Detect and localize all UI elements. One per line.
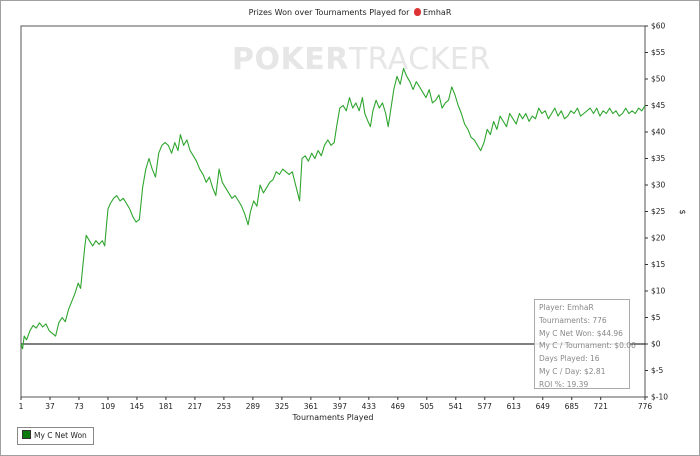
x-tick-label: 505 [420,402,435,411]
x-tick-label: 109 [101,402,116,411]
y-tick-label: $60 [651,22,666,31]
y-tick-label: $40 [651,128,666,137]
y-tick-label: $20 [651,234,666,243]
y-tick-label: $-5 [651,366,663,375]
chart-title-prefix: Prizes Won over Tournaments Played for [248,8,410,17]
x-tick-label: 361 [304,402,319,411]
stat-per-day: My C / Day: $2.81 [539,366,606,376]
y-tick-label: $10 [651,287,666,296]
x-tick-label: 37 [45,402,55,411]
y-tick-label: $30 [651,181,666,190]
legend: My C Net Won [17,427,94,445]
x-tick-label: 181 [159,402,174,411]
stat-per-tournament: My C / Tournament: $0.06 [539,341,636,351]
stats-box: Player: EmhaR Tournaments: 776 My C Net … [534,299,636,389]
x-tick-label: 325 [275,402,290,411]
x-tick-label: 1 [19,402,24,411]
series-line-my-c-net-won [20,67,646,350]
y-tick-label: $15 [651,260,666,269]
y-tick-label: $5 [651,313,661,322]
y-axis-label: $ [678,209,687,214]
stat-roi: ROI %: 19.39 [539,379,589,389]
legend-label: My C Net Won [34,431,87,440]
player-flag-icon [414,8,421,16]
x-tick-label: 217 [188,402,203,411]
x-tick-label: 145 [130,402,145,411]
y-tick-label: $50 [651,75,666,84]
stat-days-played: Days Played: 16 [539,354,600,364]
x-axis-label: Tournaments Played [292,413,374,422]
stat-tournaments: Tournaments: 776 [539,315,607,325]
chart-title: Prizes Won over Tournaments Played for E… [0,8,700,17]
x-tick-label: 577 [478,402,493,411]
stat-player: Player: EmhaR [539,303,594,312]
pokertracker-watermark: POKERTRACKER [232,42,491,77]
legend-swatch [22,430,31,439]
x-tick-label: 253 [217,402,232,411]
x-tick-label: 541 [449,402,464,411]
x-tick-label: 433 [362,402,377,411]
x-tick-label: 613 [507,402,522,411]
x-tick-label: 289 [246,402,261,411]
x-tick-label: 469 [391,402,406,411]
x-tick-label: 721 [594,402,609,411]
y-tick-label: $55 [651,48,666,57]
x-tick-label: 776 [638,402,653,411]
x-tick-label: 397 [333,402,348,411]
x-tick-label: 649 [536,402,551,411]
stat-net-won: My C Net Won: $44.96 [539,328,623,338]
y-tick-label: $35 [651,154,666,163]
y-tick-label: $-10 [651,393,668,402]
y-tick-label: $0 [651,340,661,349]
y-tick-label: $25 [651,207,666,216]
y-tick-label: $45 [651,101,666,110]
chart-title-player: EmhaR [423,8,452,17]
x-tick-label: 685 [565,402,580,411]
x-tick-label: 73 [74,402,84,411]
